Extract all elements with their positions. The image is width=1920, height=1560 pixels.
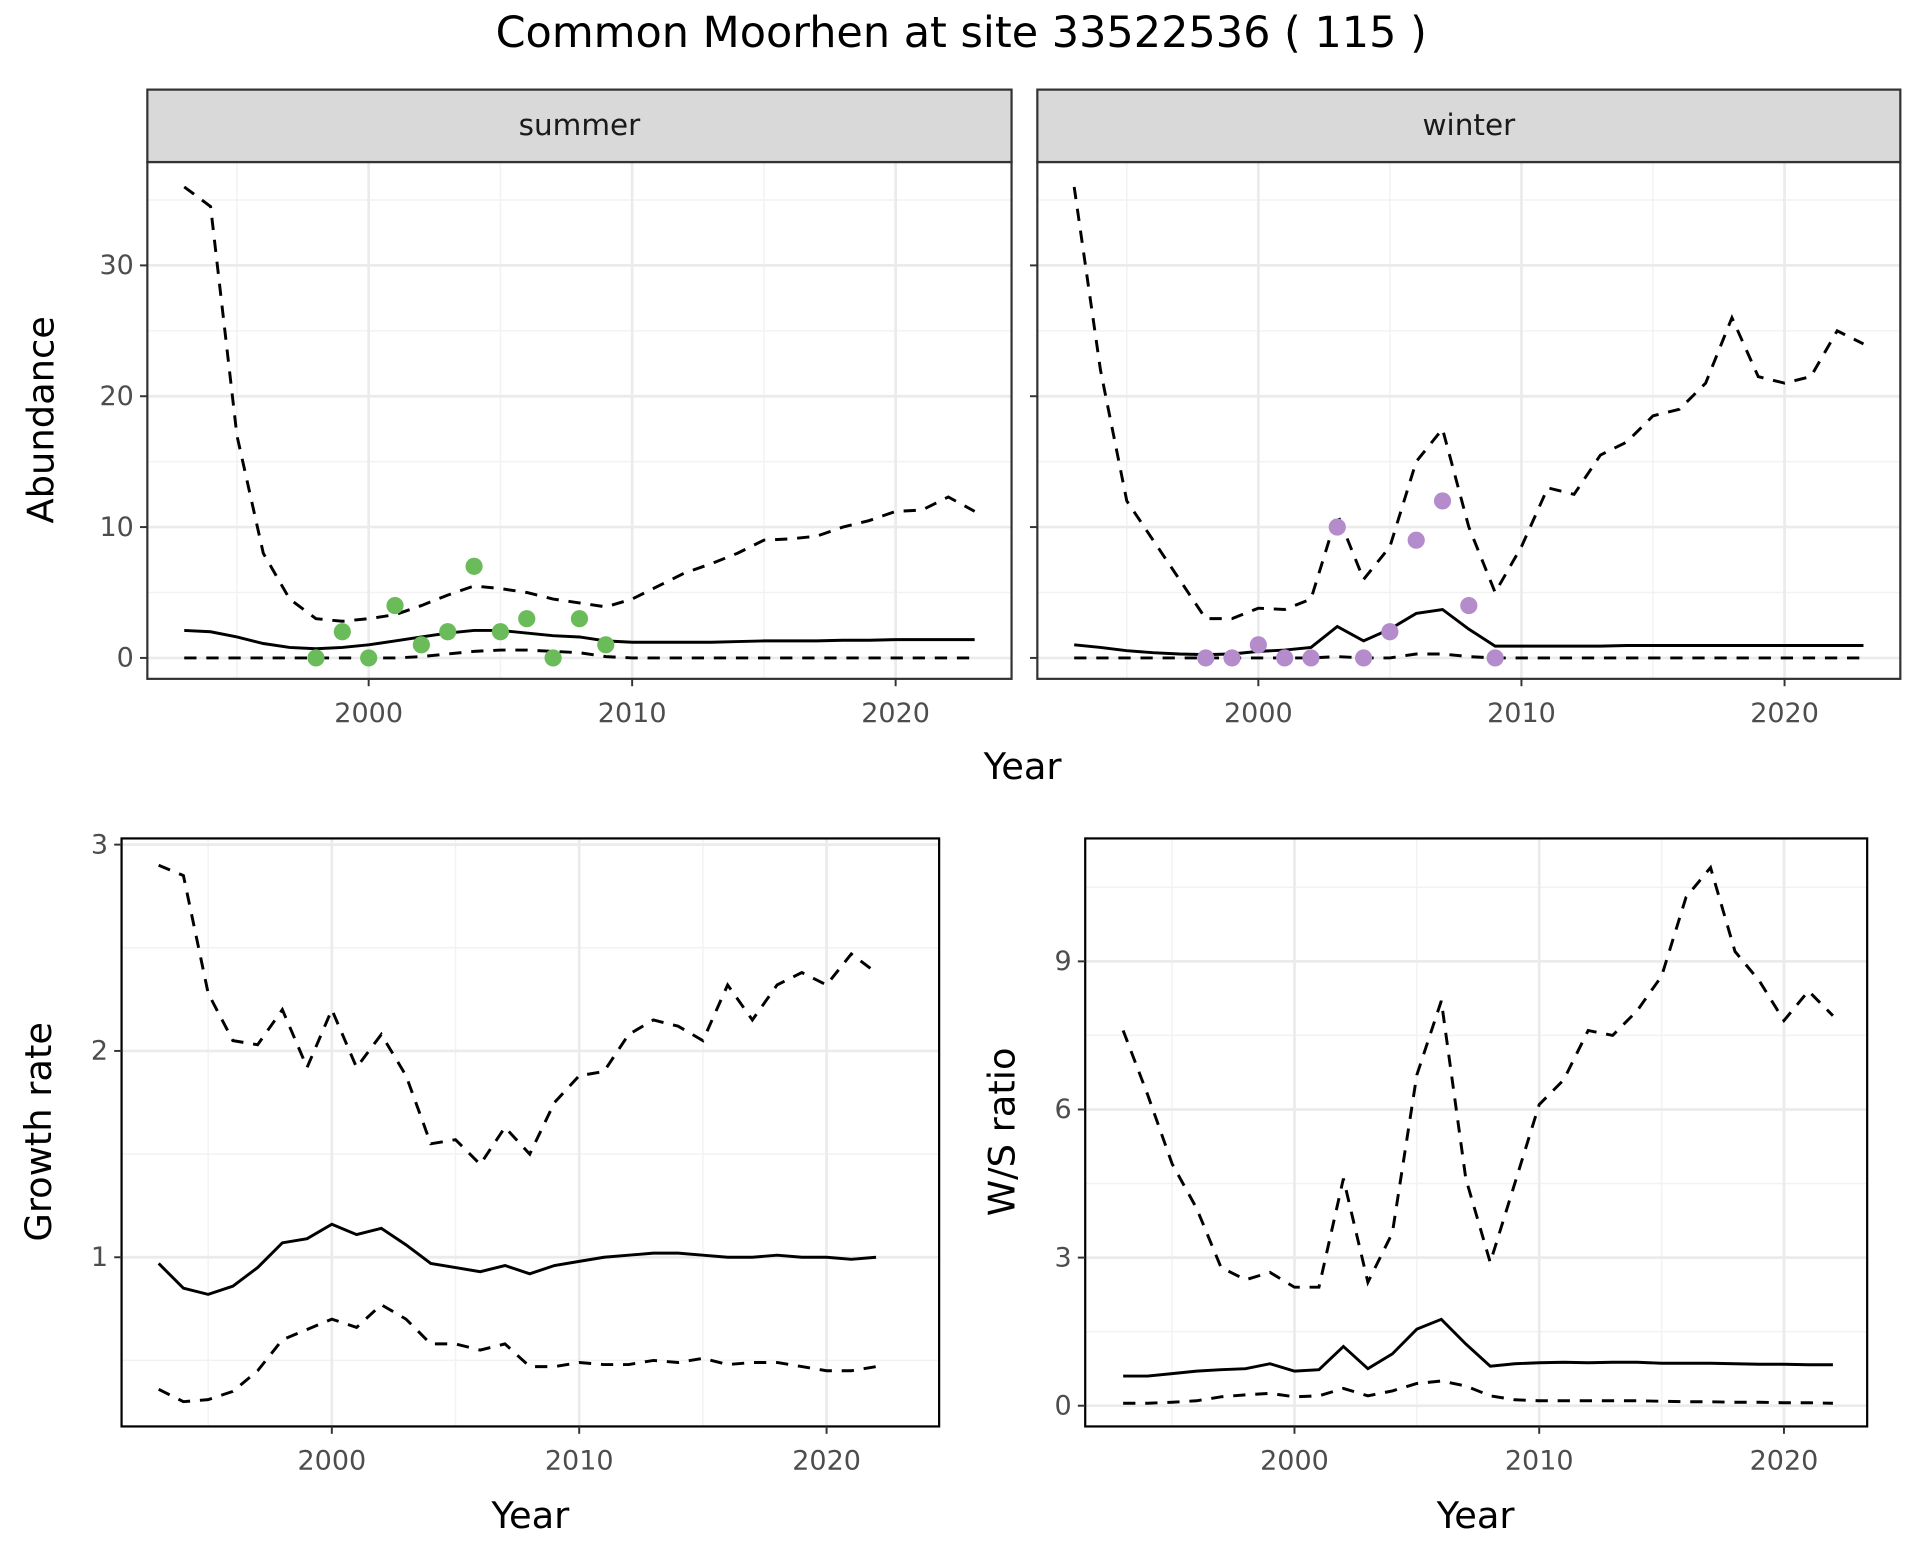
figure-title: Common Moorhen at site 33522536 ( 115 ) (496, 8, 1427, 58)
strip-label: winter (1422, 108, 1516, 142)
data-point (1328, 518, 1346, 536)
data-point (1433, 492, 1452, 510)
data-point (1276, 649, 1294, 667)
y-tick-label: 2 (91, 1036, 108, 1067)
data-point (1197, 649, 1215, 667)
x-tick-label: 2010 (1487, 698, 1556, 729)
data-point (491, 623, 510, 641)
strip (1036, 88, 1902, 164)
panel: 0 3 6 9 2000 2010 2020 W/S ratio Year (981, 837, 1869, 1537)
y-tick-label: 3 (91, 829, 108, 860)
x-tick-label: 2010 (545, 1446, 614, 1477)
y-tick-label: 0 (1055, 1390, 1072, 1421)
panel: 0 10 20 30 2000 2010 2020 summer Abundance Year (20, 88, 1063, 788)
y-axis-title: Abundance (20, 316, 63, 523)
series-line (158, 1302, 877, 1404)
x-tick-label: 2020 (1750, 1446, 1819, 1477)
series-line (1072, 186, 1865, 621)
data-point (1381, 623, 1399, 641)
y-tick-label: 30 (99, 250, 133, 281)
series-line (184, 628, 975, 651)
plot-background (1085, 838, 1868, 1427)
y-tick-label: 0 (117, 643, 134, 674)
data-point (1223, 649, 1241, 667)
y-tick-label: 3 (1055, 1242, 1072, 1273)
panel-border (1084, 837, 1869, 1428)
x-tick-label: 2000 (297, 1446, 366, 1477)
data-point (386, 596, 404, 615)
data-point (307, 649, 325, 667)
y-tick-label: 1 (91, 1242, 108, 1273)
y-tick-label: 9 (1055, 946, 1072, 977)
data-point (412, 636, 430, 654)
strip-label: summer (519, 108, 642, 142)
data-point (544, 649, 562, 667)
strip (146, 88, 1013, 164)
x-axis-title: Year (1436, 1494, 1516, 1537)
data-point (570, 610, 589, 628)
y-tick-label: 20 (99, 381, 133, 412)
y-axis-title: Growth rate (17, 1022, 60, 1242)
x-tick-label: 2020 (1750, 698, 1819, 729)
data-point (1407, 531, 1425, 549)
x-tick-label: 2010 (1505, 1446, 1574, 1477)
x-tick-label: 2020 (861, 698, 930, 729)
plot-background (121, 838, 940, 1427)
y-tick-label: 10 (99, 512, 133, 543)
plot-background (147, 162, 1012, 679)
panel-border (120, 837, 941, 1428)
x-tick-label: 2000 (1260, 1446, 1329, 1477)
x-axis-title: Year (983, 745, 1063, 788)
series-line (1123, 1317, 1833, 1378)
data-point (1302, 649, 1320, 667)
x-tick-label: 2000 (334, 698, 403, 729)
x-tick-label: 2020 (792, 1446, 861, 1477)
y-tick-label: 6 (1055, 1094, 1072, 1125)
series-line (1123, 1379, 1833, 1405)
data-point (597, 636, 615, 654)
y-axis-title: W/S ratio (981, 1047, 1024, 1216)
data-point (1486, 649, 1504, 667)
series-line (157, 1222, 877, 1296)
x-tick-label: 2010 (598, 698, 667, 729)
data-point (360, 649, 378, 667)
panel: 2000 2010 2020 winter (1029, 88, 1902, 729)
x-axis-title: Year (490, 1494, 570, 1537)
data-point (465, 557, 483, 575)
data-point (439, 623, 457, 641)
data-point (1249, 636, 1267, 654)
data-point (333, 623, 351, 641)
data-point (1460, 596, 1478, 615)
panel: 1 2 3 2000 2010 2020 Growth rate Year (17, 829, 941, 1537)
series-line (183, 185, 976, 623)
x-tick-label: 2000 (1224, 698, 1293, 729)
data-point (1354, 649, 1373, 667)
data-point (518, 610, 536, 628)
